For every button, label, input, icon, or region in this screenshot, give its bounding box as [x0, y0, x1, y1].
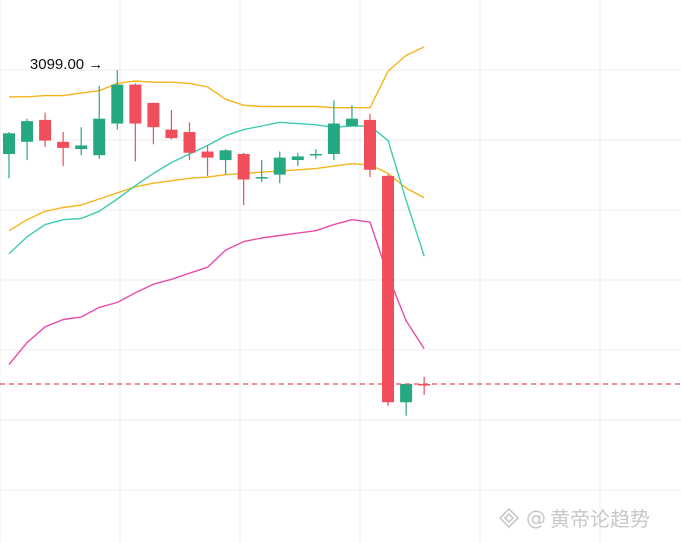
candle — [129, 83, 142, 162]
candle-body — [57, 141, 70, 148]
candle-body — [21, 121, 34, 142]
bollinger-upper-line — [9, 46, 425, 109]
candle-body — [400, 384, 413, 403]
candle-body — [291, 156, 304, 161]
candle-body — [219, 150, 232, 161]
candle — [201, 145, 214, 176]
candle — [57, 132, 70, 167]
candle-body — [165, 129, 178, 139]
candle-body — [93, 118, 106, 156]
candle — [75, 127, 88, 156]
candle — [147, 102, 160, 145]
high-price-label: 3099.00 → — [30, 56, 103, 73]
candle — [345, 105, 358, 126]
candle — [309, 149, 322, 159]
candle — [255, 160, 268, 182]
diamond-logo-icon — [498, 507, 520, 528]
candle — [165, 110, 178, 140]
bollinger-lower-line — [8, 218, 425, 365]
candle-body — [345, 118, 358, 126]
candle-body — [382, 175, 395, 403]
indicator-lines — [8, 46, 425, 365]
candle — [291, 152, 304, 167]
annotations: 3099.00 → — [30, 56, 103, 73]
candle-body — [327, 123, 340, 154]
candle-body — [201, 151, 214, 158]
candle — [21, 118, 34, 161]
candle — [183, 122, 196, 161]
candle — [237, 152, 250, 206]
candle-body — [237, 153, 250, 180]
moving-average-line — [8, 121, 425, 257]
candle — [111, 70, 124, 130]
candle — [382, 174, 395, 406]
candle — [400, 384, 413, 416]
candle — [273, 151, 286, 184]
candle — [39, 112, 52, 147]
candle-body — [183, 132, 196, 153]
candle — [3, 132, 15, 179]
candle-body — [129, 84, 142, 124]
bollinger-middle-line — [8, 162, 425, 232]
candle — [364, 113, 376, 178]
candle-body — [147, 102, 160, 128]
candle — [93, 85, 106, 159]
candle-body — [364, 119, 376, 170]
candle-body — [273, 157, 286, 175]
candle-body — [309, 153, 322, 156]
candle-body — [39, 119, 52, 141]
candles — [3, 70, 431, 416]
candle — [219, 149, 232, 175]
watermark: @ 黄帝论趋势 — [498, 503, 650, 532]
watermark-at: @ — [526, 505, 546, 530]
candle-body — [3, 133, 15, 154]
candle-body — [75, 145, 88, 150]
candle — [327, 100, 340, 161]
candle — [418, 376, 431, 395]
watermark-text: 黄帝论趋势 — [550, 507, 650, 531]
candle-body — [255, 177, 268, 179]
candle-body — [418, 384, 431, 386]
candle-body — [111, 84, 124, 124]
